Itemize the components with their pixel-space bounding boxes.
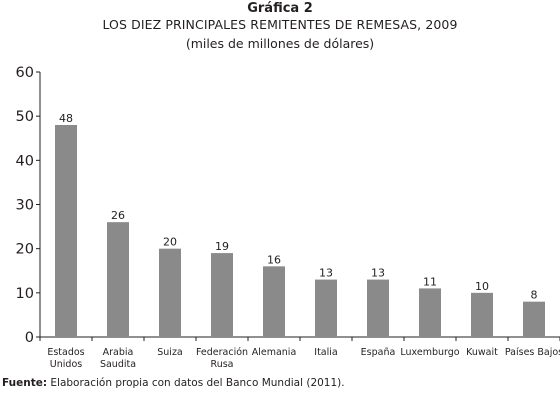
y-tick-label: 30 [16,198,34,214]
x-tick-label: Países Bajos [505,347,560,358]
source-text: Elaboración propia con datos del Banco M… [47,377,345,389]
bar [263,266,285,337]
x-tick-label: Alemania [252,347,297,358]
bar [211,253,233,337]
bar-value-label: 13 [319,267,333,280]
y-tick-label: 60 [16,65,34,81]
x-tick-label: Suiza [157,347,183,358]
x-tick-label: España [361,347,396,358]
x-tick-label: Italia [314,347,337,358]
bar-value-label: 13 [371,267,385,280]
bar-value-label: 19 [215,240,229,253]
x-tick-label: Kuwait [466,347,498,358]
bar [107,222,129,337]
x-tick-label: Arabia Saudita [100,347,136,370]
bar [55,125,77,337]
y-tick-label: 0 [25,330,34,346]
bar [159,248,181,337]
source-note: Fuente: Elaboración propia con datos del… [2,377,345,389]
bar-value-label: 11 [423,275,437,288]
chart-subtitle: (miles de millones de dólares) [185,36,375,51]
y-tick-label: 10 [16,286,34,302]
chart-title: LOS DIEZ PRINCIPALES REMITENTES DE REMES… [102,17,458,32]
y-tick-label: 40 [16,153,34,169]
x-tick-label: Federación Rusa [196,347,248,370]
bar [367,279,389,337]
x-tick-label: Luxemburgo [400,347,459,358]
y-tick-label: 20 [16,242,34,258]
bar [419,288,441,337]
x-tick-label: Estados Unidos [47,347,84,370]
bar-value-label: 10 [475,280,489,293]
bar [523,301,545,337]
bar-value-label: 48 [59,112,73,125]
bar-value-label: 20 [163,236,177,249]
bar [315,279,337,337]
bar-value-label: 16 [267,253,281,266]
bar-value-label: 8 [531,289,538,302]
bar [471,292,493,337]
bar-value-label: 26 [111,209,125,222]
y-tick-label: 50 [16,109,34,125]
chart-heading: Gráfica 2 [247,1,313,16]
source-label: Fuente: [2,377,48,389]
